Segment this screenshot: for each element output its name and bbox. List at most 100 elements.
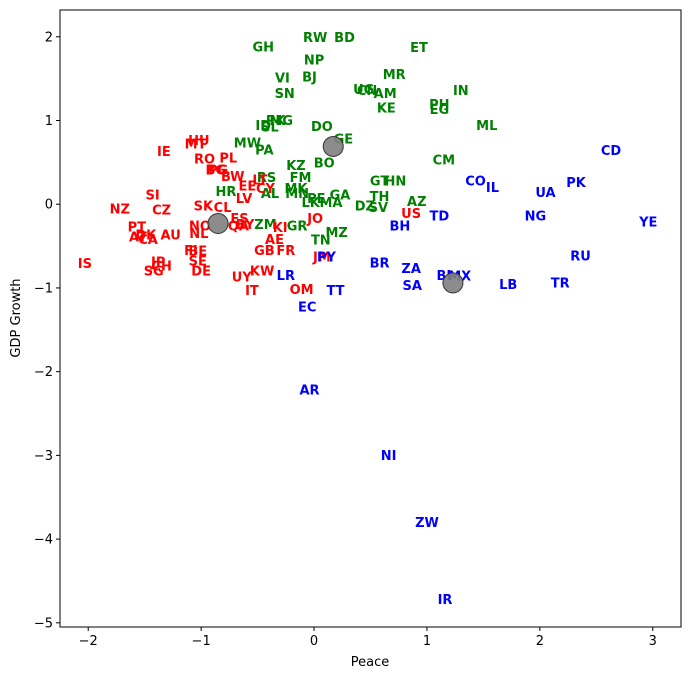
cluster-centroid-1	[207, 212, 229, 234]
point-label-au: AU	[161, 229, 181, 244]
x-tick-label: 3	[649, 634, 657, 649]
x-axis-ticks: −2 −1 0 1 2 3	[79, 627, 657, 649]
point-label-ca: CA	[138, 233, 158, 248]
point-label-tn: TN	[311, 234, 331, 249]
point-label-hr: HR	[216, 185, 237, 200]
point-label-in: IN	[453, 84, 469, 99]
point-label-is: IS	[78, 257, 92, 272]
point-label-pg: PG	[208, 163, 228, 178]
y-tick-label: −1	[34, 281, 53, 296]
point-label-ml: ML	[476, 119, 497, 134]
point-label-td: TD	[430, 209, 450, 224]
x-tick-label: 2	[536, 634, 544, 649]
point-label-fr: FR	[276, 244, 295, 259]
point-label-cz: CZ	[152, 204, 171, 219]
point-label-hn: HN	[384, 174, 406, 189]
point-label-ga: GA	[330, 189, 351, 204]
point-label-az: AZ	[407, 195, 427, 210]
x-tick-label: −1	[192, 634, 211, 649]
point-label-mk: MK	[284, 182, 308, 197]
x-axis-title: Peace	[351, 655, 390, 670]
point-label-hu: HU	[188, 134, 209, 149]
point-label-tt: TT	[326, 284, 344, 299]
point-label-jo: JO	[306, 212, 323, 227]
cluster-centroid-2	[322, 135, 344, 157]
point-label-eg: EG	[430, 103, 450, 118]
point-label-pt: PT	[128, 220, 147, 235]
point-label-kw: KW	[250, 265, 274, 280]
point-label-pk: PK	[566, 176, 587, 191]
point-label-ie: IE	[157, 145, 171, 160]
point-label-bo: BO	[314, 157, 335, 172]
point-label-qa: QA	[228, 219, 249, 234]
point-label-lv: LV	[236, 192, 253, 207]
point-label-ro: RO	[194, 153, 215, 168]
point-label-mw: MW	[234, 137, 261, 152]
point-label-nl: NL	[189, 227, 208, 242]
point-label-cm: CM	[433, 153, 455, 168]
point-label-ee: EE	[239, 179, 257, 194]
point-label-cl: CL	[214, 201, 232, 216]
point-label-co: CO	[465, 174, 486, 189]
point-label-sn: SN	[275, 87, 295, 102]
point-label-uy: UY	[232, 271, 253, 286]
y-tick-label: −2	[34, 365, 53, 380]
point-label-ye: YE	[638, 215, 657, 230]
point-label-lk: LK	[301, 196, 320, 211]
point-label-et: ET	[410, 41, 428, 56]
point-label-nz: NZ	[110, 203, 130, 218]
point-label-it: IT	[245, 284, 259, 299]
point-label-am: AM	[374, 87, 397, 102]
y-axis-ticks: −5 −4 −3 −2 −1 0 1 2	[34, 30, 60, 631]
point-label-sv: SV	[369, 201, 388, 216]
point-label-py: PY	[317, 250, 337, 265]
point-label-jp: JP	[150, 255, 165, 270]
point-label-de: DE	[191, 265, 211, 280]
point-label-ng: NG	[525, 209, 547, 224]
point-label-lt: LT	[252, 173, 267, 188]
x-tick-label: −2	[79, 634, 98, 649]
y-tick-label: 2	[45, 30, 53, 45]
y-tick-label: 0	[45, 198, 53, 213]
point-label-br: BR	[370, 256, 390, 271]
x-tick-label: 1	[423, 634, 431, 649]
point-label-th: TH	[370, 190, 390, 205]
point-label-ru: RU	[570, 250, 591, 265]
point-label-by: BY	[236, 218, 255, 233]
point-label-ke: KE	[377, 101, 396, 116]
point-label-cn: CN	[357, 84, 377, 99]
point-label-gh: GH	[252, 40, 274, 55]
point-label-tr: TR	[551, 276, 570, 291]
point-label-ch: CH	[151, 260, 171, 275]
point-label-mz: MZ	[325, 226, 347, 241]
point-label-no: NO	[189, 219, 211, 234]
point-label-rs: RS	[257, 171, 276, 186]
point-label-id: ID	[255, 119, 271, 134]
y-tick-label: 1	[45, 114, 53, 129]
point-label-vi: VI	[275, 71, 290, 86]
point-label-om: OM	[290, 283, 314, 298]
point-label-ir: IR	[438, 593, 453, 608]
point-label-dk: DK	[135, 229, 157, 244]
point-label-fm: FM	[290, 171, 312, 186]
point-label-gb: GB	[254, 244, 275, 259]
point-label-pk: PK	[266, 114, 287, 129]
point-label-kz: KZ	[286, 159, 306, 174]
point-label-cy: CY	[256, 182, 276, 197]
point-label-ug: UG	[353, 83, 374, 98]
point-label-mn: MN	[285, 187, 309, 202]
point-label-be: BE	[188, 245, 207, 260]
point-label-at: AT	[129, 230, 147, 245]
point-label-mt: MT	[185, 137, 207, 152]
cluster-centroid-3	[442, 272, 464, 294]
point-label-ph: PH	[429, 98, 449, 113]
x-tick-label: 0	[310, 634, 318, 649]
point-label-ua: UA	[535, 186, 555, 201]
point-label-sk: SK	[194, 199, 214, 214]
point-label-ae: AE	[265, 233, 284, 248]
point-label-dz: DZ	[355, 199, 375, 214]
point-label-mr: MR	[383, 68, 406, 83]
point-label-pe: PE	[307, 192, 325, 207]
